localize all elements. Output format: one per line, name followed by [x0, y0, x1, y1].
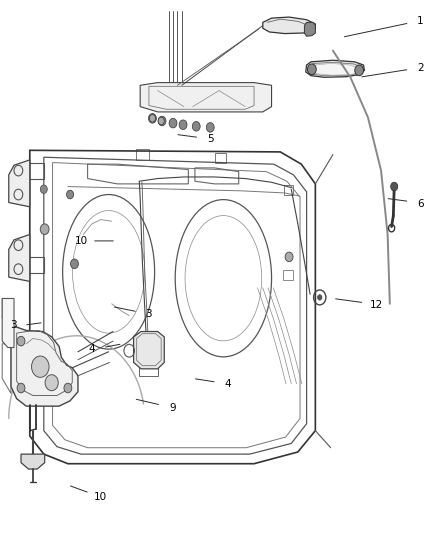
Circle shape — [71, 259, 78, 269]
Polygon shape — [306, 60, 364, 77]
Text: 4: 4 — [88, 344, 95, 354]
Circle shape — [17, 336, 25, 346]
Circle shape — [285, 252, 293, 262]
Text: 3: 3 — [10, 320, 17, 330]
Polygon shape — [314, 63, 358, 75]
Text: 10: 10 — [74, 236, 88, 246]
Text: 10: 10 — [94, 492, 107, 502]
Circle shape — [17, 383, 25, 393]
Circle shape — [192, 122, 200, 131]
Polygon shape — [2, 298, 14, 348]
Polygon shape — [140, 83, 272, 112]
Text: 4: 4 — [224, 379, 231, 389]
Text: 12: 12 — [370, 300, 383, 310]
Polygon shape — [9, 235, 30, 281]
Circle shape — [32, 356, 49, 377]
Polygon shape — [21, 454, 45, 469]
Polygon shape — [9, 160, 30, 207]
Circle shape — [169, 118, 177, 128]
Circle shape — [158, 116, 166, 126]
Circle shape — [40, 224, 49, 235]
Polygon shape — [134, 332, 164, 369]
Circle shape — [318, 295, 322, 300]
Circle shape — [391, 182, 398, 191]
Circle shape — [355, 65, 364, 76]
Text: 9: 9 — [170, 403, 177, 413]
Text: 6: 6 — [417, 199, 424, 208]
Text: 5: 5 — [207, 134, 214, 143]
Circle shape — [179, 120, 187, 130]
Circle shape — [307, 64, 316, 75]
Circle shape — [149, 115, 155, 122]
Circle shape — [40, 185, 47, 193]
Text: 2: 2 — [417, 63, 424, 73]
Circle shape — [148, 114, 156, 123]
Circle shape — [45, 375, 58, 391]
Polygon shape — [263, 17, 315, 34]
Polygon shape — [304, 22, 315, 36]
Circle shape — [158, 117, 164, 125]
Text: 1: 1 — [417, 17, 424, 26]
Circle shape — [64, 383, 72, 393]
Polygon shape — [11, 325, 78, 406]
Text: 3: 3 — [145, 310, 152, 319]
Circle shape — [206, 123, 214, 132]
Circle shape — [67, 190, 74, 199]
